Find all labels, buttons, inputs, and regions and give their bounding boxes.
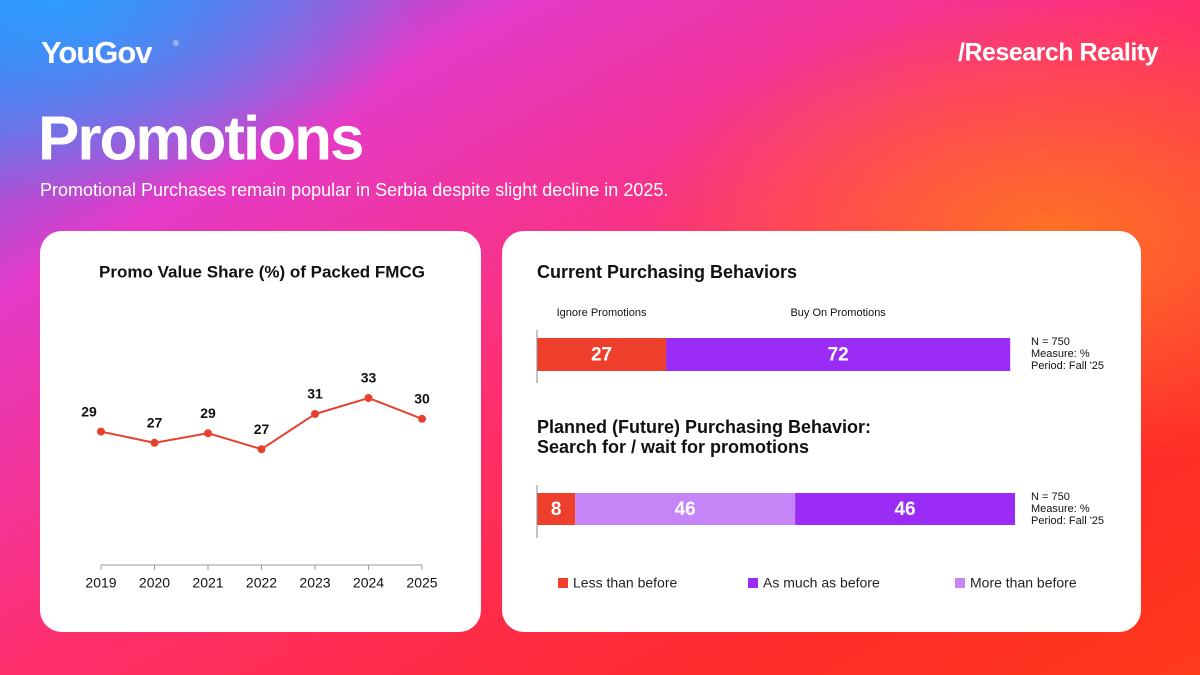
note: N = 750	[1031, 336, 1070, 348]
x-tick-label: 2023	[299, 575, 330, 591]
bar-segment	[575, 493, 796, 525]
data-label: 27	[147, 415, 163, 431]
note: N = 750	[1031, 491, 1070, 503]
segment-label: Buy On Promotions	[790, 307, 886, 319]
legend-swatch	[748, 578, 758, 588]
data-label: 33	[361, 370, 377, 386]
x-tick-label: 2021	[192, 575, 223, 591]
point	[364, 394, 373, 402]
page-title: Promotions	[38, 104, 362, 173]
logo-mark: ®	[173, 39, 179, 48]
data-label: 46	[675, 499, 696, 520]
logo: YouGov	[41, 35, 153, 70]
data-label: 8	[551, 499, 562, 520]
data-label: 29	[200, 405, 216, 421]
card	[40, 231, 481, 632]
subtitle: Promotional Purchases remain popular in …	[40, 180, 668, 200]
x-tick-label: 2022	[246, 575, 277, 591]
chart-title: Current Purchasing Behaviors	[537, 262, 797, 282]
tag: /Research Reality	[958, 39, 1159, 67]
x-tick-label: 2019	[85, 575, 116, 591]
legend-label: Less than before	[573, 575, 678, 591]
point	[150, 438, 159, 447]
data-label: 27	[591, 345, 612, 366]
data-label: 31	[307, 386, 323, 402]
segment-label: Ignore Promotions	[557, 307, 647, 319]
chart-title: Promo Value Share (%) of Packed FMCG	[99, 262, 425, 281]
note: Period: Fall '25	[1031, 360, 1104, 372]
card	[502, 231, 1141, 632]
point	[97, 427, 105, 436]
bar-segment	[795, 493, 1015, 525]
x-tick-label: 2020	[139, 575, 170, 591]
legend-swatch	[955, 578, 965, 588]
note: Period: Fall '25	[1031, 515, 1104, 527]
point	[418, 414, 426, 423]
data-label: 29	[81, 403, 97, 419]
point	[311, 410, 319, 418]
x-tick-label: 2025	[406, 575, 437, 591]
legend-label: More than before	[970, 575, 1077, 591]
note: Measure: %	[1031, 348, 1090, 360]
chart-title: Planned (Future) Purchasing Behavior:	[537, 417, 871, 437]
bar-segment	[537, 493, 576, 525]
bar-segment	[666, 338, 1011, 371]
data-label: 27	[254, 421, 270, 437]
legend-swatch	[558, 578, 568, 588]
bar-segment	[537, 338, 667, 371]
x-tick-label: 2024	[353, 575, 384, 591]
legend-label: As much as before	[763, 575, 880, 591]
data-label: 72	[828, 345, 849, 366]
data-label: 46	[894, 499, 915, 520]
chart-title: Search for / wait for promotions	[537, 437, 809, 457]
point	[204, 429, 212, 438]
note: Measure: %	[1031, 503, 1090, 515]
point	[257, 445, 266, 454]
data-label: 30	[414, 391, 430, 407]
